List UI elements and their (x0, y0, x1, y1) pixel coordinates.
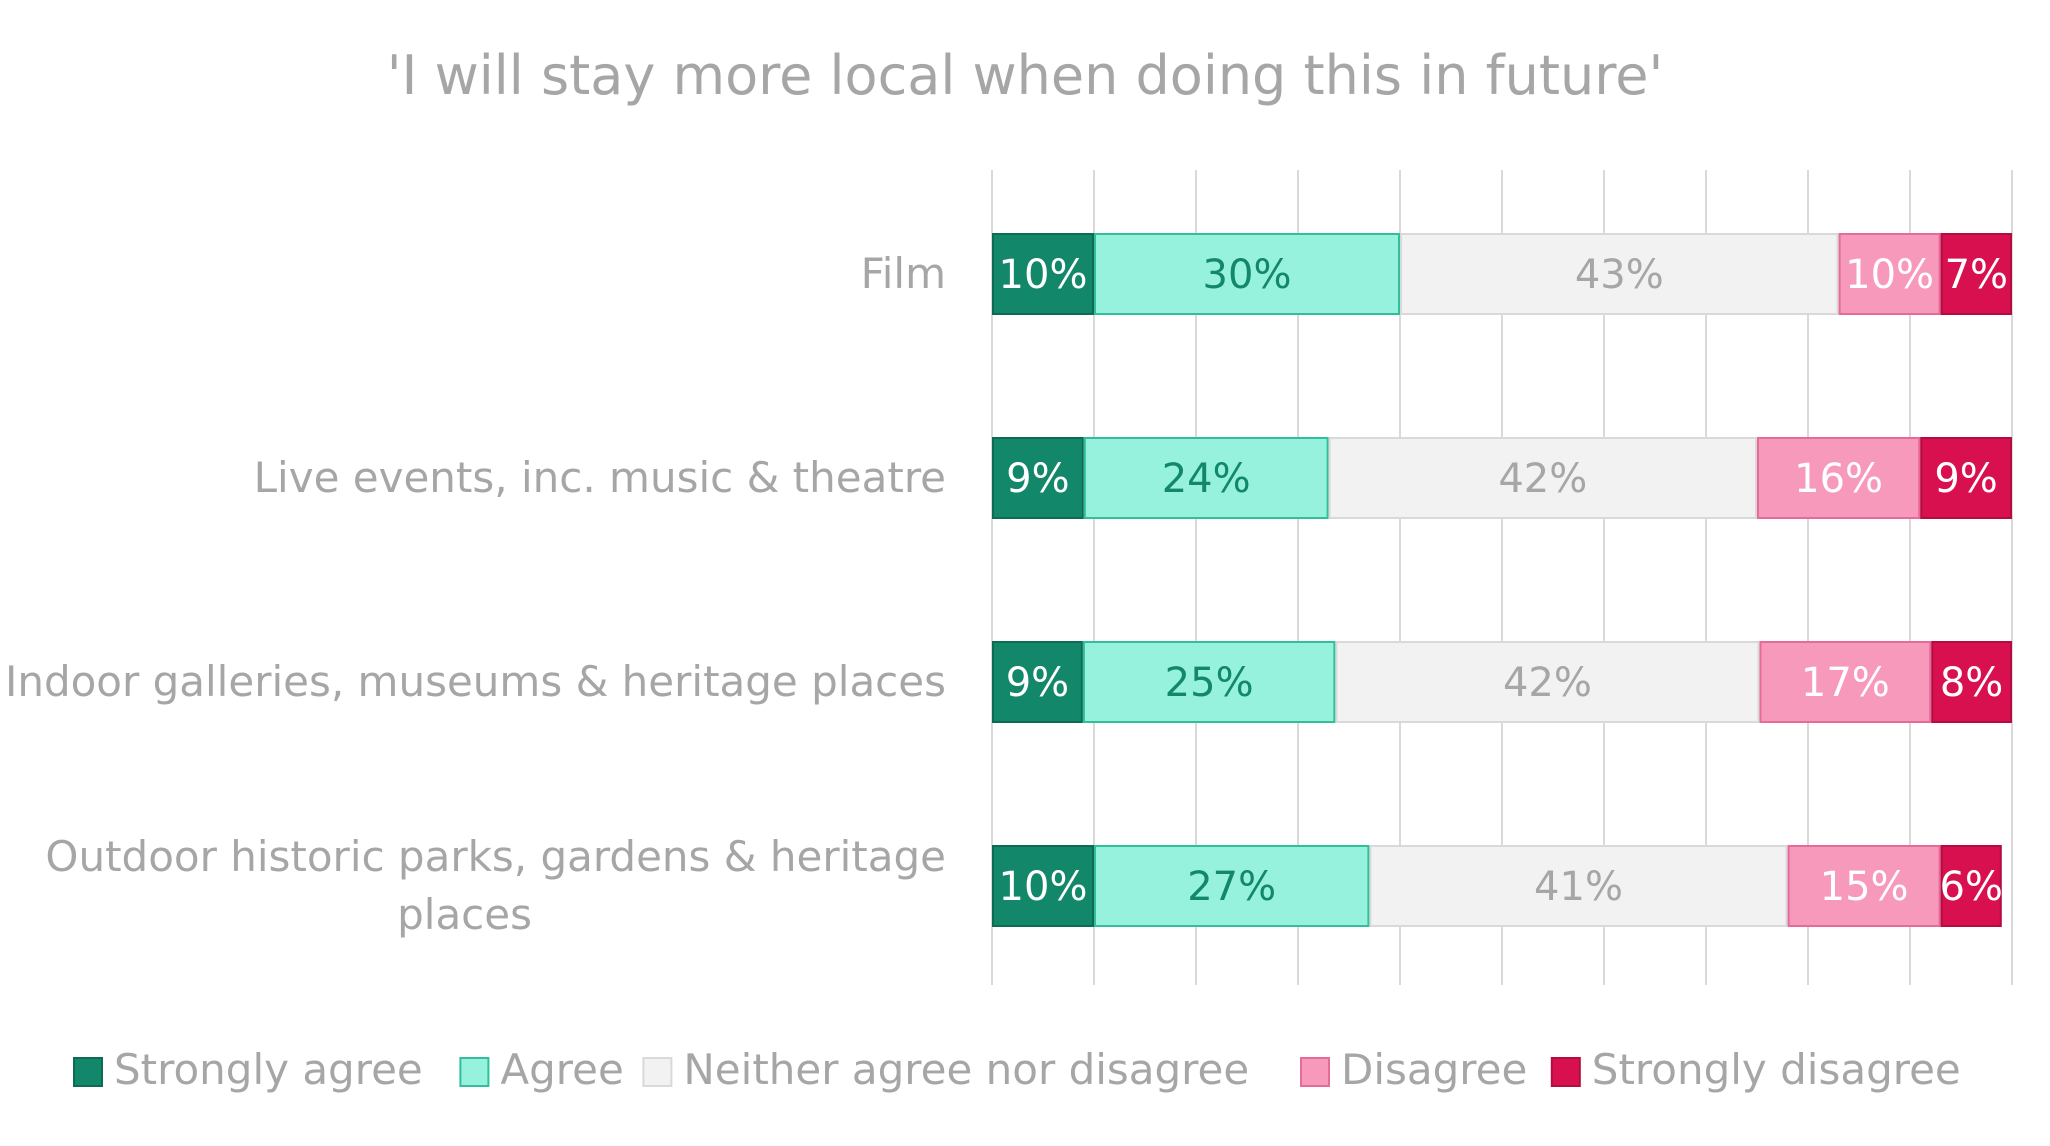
legend-item-agree: Agree (459, 1045, 624, 1094)
bar-disagree-indoor-galleries-museums-heritage-places (1759, 641, 1932, 723)
legend-swatch-strongly-agree (73, 1057, 103, 1087)
category-label-film: Film (861, 249, 946, 298)
data-label-strongly-agree-live-events-inc-music-theatre: 9% (1006, 456, 1069, 502)
bar-neither-agree-nor-disagree-indoor-galleries-museums-heritage-places (1335, 641, 1760, 723)
bar-strongly-disagree-live-events-inc-music-theatre (1920, 437, 2012, 519)
legend-item-strongly-agree: Strongly agree (73, 1045, 423, 1094)
data-label-neither-agree-nor-disagree-outdoor-historic-parks-gardens-heritage-places: 41% (1534, 864, 1623, 910)
category-label-live-events-inc-music-theatre: Live events, inc. music & theatre (254, 453, 946, 502)
data-label-strongly-disagree-film: 7% (1945, 252, 2008, 298)
legend-item-disagree: Disagree (1300, 1045, 1527, 1094)
bar-neither-agree-nor-disagree-film (1400, 233, 1839, 315)
data-label-disagree-indoor-galleries-museums-heritage-places: 17% (1801, 660, 1890, 706)
bar-strongly-agree-outdoor-historic-parks-gardens-heritage-places (992, 845, 1094, 927)
legend-swatch-agree (459, 1057, 490, 1087)
bars: 10% 30% 43% 10% 7%9% 24% 42% 16% 9%9% 25% 42% 17% 8%… (992, 233, 2012, 927)
legend-label-strongly-agree: Strongly agree (114, 1045, 423, 1094)
data-label-agree-film: 30% (1203, 252, 1292, 298)
category-label-indoor-galleries-museums-heritage-places: Indoor galleries, museums & heritage pla… (5, 657, 946, 706)
data-label-agree-live-events-inc-music-theatre: 24% (1162, 456, 1251, 502)
legend: Strongly agree Agree Neither agree nor dis… (73, 1045, 1961, 1094)
data-label-neither-agree-nor-disagree-indoor-galleries-museums-heritage-places: 42% (1503, 660, 1592, 706)
bar-neither-agree-nor-disagree-live-events-inc-music-theatre (1328, 437, 1757, 519)
bar-disagree-live-events-inc-music-theatre (1757, 437, 1921, 519)
data-label-neither-agree-nor-disagree-live-events-inc-music-theatre: 42% (1498, 456, 1587, 502)
legend-swatch-strongly-disagree (1550, 1057, 1581, 1087)
chart-title: 'I will stay more local when doing this … (387, 44, 1664, 107)
legend-label-strongly-disagree: Strongly disagree (1592, 1045, 1961, 1094)
legend-item-neither-agree-nor-disagree: Neither agree nor disagree (642, 1045, 1249, 1094)
bar-strongly-disagree-film (1940, 233, 2012, 315)
bar-strongly-agree-film (992, 233, 1094, 315)
data-label-disagree-outdoor-historic-parks-gardens-heritage-places: 15% (1820, 864, 1909, 910)
category-label-outdoor-historic-parks-gardens-heritage-places: Outdoor historic parks, gardens & herita… (45, 832, 946, 939)
data-label-agree-outdoor-historic-parks-gardens-heritage-places: 27% (1187, 864, 1276, 910)
bar-agree-indoor-galleries-museums-heritage-places (1082, 641, 1336, 723)
bar-neither-agree-nor-disagree-outdoor-historic-parks-gardens-heritage-places (1369, 845, 1788, 927)
bar-strongly-agree-live-events-inc-music-theatre (992, 437, 1084, 519)
legend-label-agree: Agree (500, 1045, 623, 1094)
data-label-disagree-film: 10% (1845, 252, 1934, 298)
data-label-disagree-live-events-inc-music-theatre: 16% (1794, 456, 1883, 502)
data-label-strongly-agree-outdoor-historic-parks-gardens-heritage-places: 10% (999, 864, 1088, 910)
legend-swatch-neither-agree-nor-disagree (642, 1057, 673, 1087)
data-label-agree-indoor-galleries-museums-heritage-places: 25% (1165, 660, 1254, 706)
data-label-strongly-agree-indoor-galleries-museums-heritage-places: 9% (1006, 660, 1069, 706)
bar-disagree-film (1838, 233, 1941, 315)
legend-item-strongly-disagree: Strongly disagree (1550, 1045, 1961, 1094)
legend-label-disagree: Disagree (1341, 1045, 1527, 1094)
bar-agree-film (1094, 233, 1400, 315)
legend-label-neither-agree-nor-disagree: Neither agree nor disagree (683, 1045, 1249, 1094)
bar-strongly-agree-indoor-galleries-museums-heritage-places (992, 641, 1083, 723)
category-labels: Film Live events, inc. music & theatre Ind… (5, 249, 946, 939)
bar-agree-live-events-inc-music-theatre (1083, 437, 1329, 519)
bar-strongly-disagree-outdoor-historic-parks-gardens-heritage-places (1940, 845, 2002, 927)
data-label-strongly-agree-film: 10% (999, 252, 1088, 298)
data-label-strongly-disagree-live-events-inc-music-theatre: 9% (1934, 456, 1997, 502)
data-label-strongly-disagree-outdoor-historic-parks-gardens-heritage-places: 6% (1939, 864, 2002, 910)
data-label-strongly-disagree-indoor-galleries-museums-heritage-places: 8% (1940, 660, 2003, 706)
bar-disagree-outdoor-historic-parks-gardens-heritage-places (1787, 845, 1941, 927)
legend-swatch-disagree (1300, 1057, 1330, 1087)
data-label-neither-agree-nor-disagree-film: 43% (1575, 252, 1664, 298)
bar-agree-outdoor-historic-parks-gardens-heritage-places (1094, 845, 1370, 927)
bar-strongly-disagree-indoor-galleries-museums-heritage-places (1931, 641, 2012, 723)
